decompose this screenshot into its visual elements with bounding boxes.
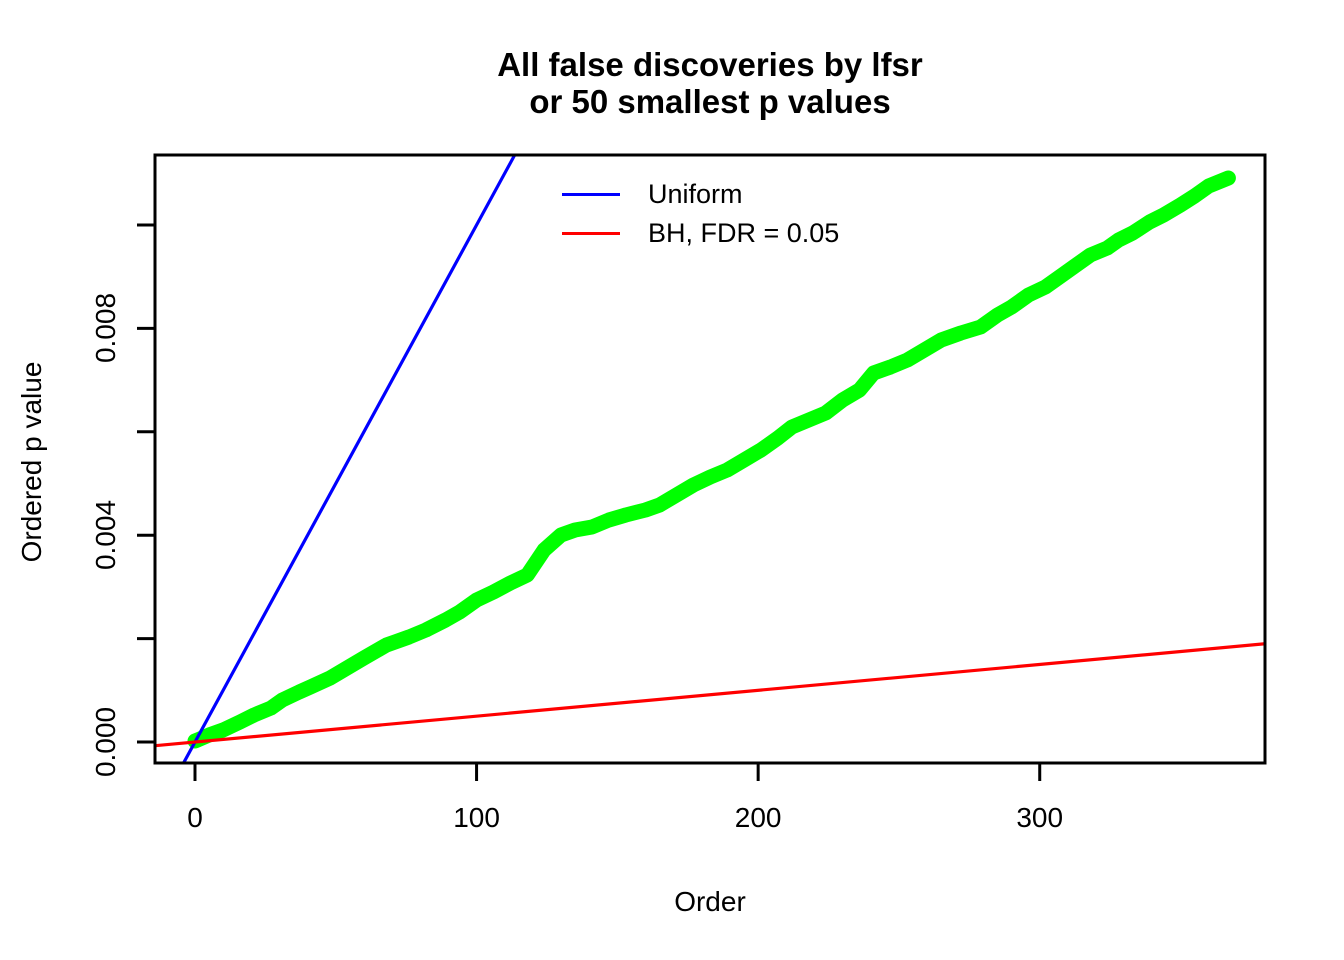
- legend-label-uniform: Uniform: [648, 179, 743, 209]
- legend-item-uniform: Uniform: [562, 175, 839, 214]
- uniform-line: [181, 155, 517, 763]
- y-axis-title: Ordered p value: [16, 361, 47, 563]
- legend-label-bh: BH, FDR = 0.05: [648, 218, 840, 248]
- bh-line-swatch: [562, 232, 620, 235]
- chart-title-line1: All false discoveries by lfsr: [497, 46, 923, 83]
- y-tick-label-0.004: 0.004: [90, 500, 121, 571]
- plot-series-group: [155, 155, 1265, 763]
- x-axis-title: Order: [674, 886, 746, 917]
- y-tick-label-0.008: 0.008: [90, 293, 121, 364]
- legend-item-bh: BH, FDR = 0.05: [562, 214, 839, 253]
- uniform-line-swatch: [562, 193, 620, 196]
- bh-threshold-line: [155, 642, 1265, 748]
- chart-title-line2: or 50 smallest p values: [529, 83, 891, 120]
- x-tick-label-300: 300: [1016, 802, 1064, 833]
- y-tick-label-0.000: 0.000: [90, 706, 121, 778]
- x-tick-label-100: 100: [453, 802, 500, 833]
- x-tick-label-0: 0: [187, 802, 203, 833]
- x-tick-label-200: 200: [734, 802, 782, 833]
- plot-box: [153, 153, 1267, 765]
- chart-title: All false discoveries by lfsr or 50 smal…: [155, 46, 1265, 120]
- legend: Uniform BH, FDR = 0.05: [562, 175, 839, 253]
- ordered-pvalue-curve: [187, 170, 1236, 749]
